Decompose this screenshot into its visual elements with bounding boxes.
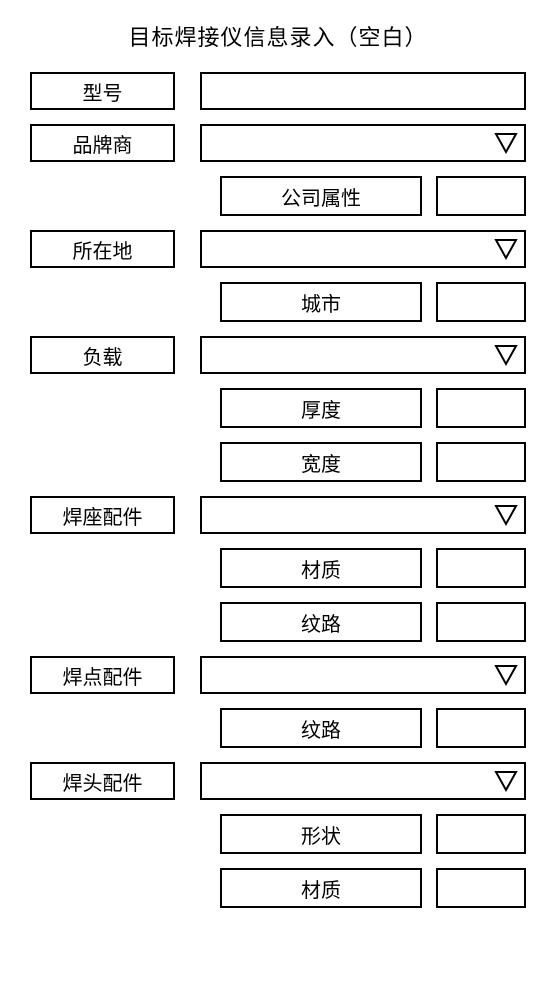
select-base[interactable] <box>200 496 526 534</box>
sub-label-thickness: 厚度 <box>220 388 422 428</box>
select-load[interactable] <box>200 336 526 374</box>
sub-input-width[interactable] <box>436 442 526 482</box>
sub-row-base-material: 材质 <box>200 548 526 588</box>
label-brand: 品牌商 <box>30 124 175 162</box>
row-load: 负载 厚度 宽度 <box>30 336 526 482</box>
sub-label-city: 城市 <box>220 282 422 322</box>
sub-label-head-material: 材质 <box>220 868 422 908</box>
sub-row-load-width: 宽度 <box>200 442 526 482</box>
select-head[interactable] <box>200 762 526 800</box>
row-model: 型号 <box>30 72 526 110</box>
label-spot: 焊点配件 <box>30 656 175 694</box>
sub-input-base-texture[interactable] <box>436 602 526 642</box>
row-base: 焊座配件 材质 纹路 <box>30 496 526 642</box>
dropdown-icon <box>494 131 518 155</box>
sub-row-head-shape: 形状 <box>200 814 526 854</box>
sub-input-head-material[interactable] <box>436 868 526 908</box>
select-spot[interactable] <box>200 656 526 694</box>
label-load: 负载 <box>30 336 175 374</box>
input-model[interactable] <box>200 72 526 110</box>
dropdown-icon <box>494 663 518 687</box>
sub-label-base-material: 材质 <box>220 548 422 588</box>
page-title: 目标焊接仪信息录入（空白） <box>30 20 526 52</box>
label-base: 焊座配件 <box>30 496 175 534</box>
dropdown-icon <box>494 769 518 793</box>
sub-input-company-type[interactable] <box>436 176 526 216</box>
sub-row-spot-texture: 纹路 <box>200 708 526 748</box>
sub-label-company-type: 公司属性 <box>220 176 422 216</box>
sub-input-base-material[interactable] <box>436 548 526 588</box>
sub-label-width: 宽度 <box>220 442 422 482</box>
label-model: 型号 <box>30 72 175 110</box>
sub-row-location-city: 城市 <box>200 282 526 322</box>
sub-row-load-thickness: 厚度 <box>200 388 526 428</box>
dropdown-icon <box>494 237 518 261</box>
select-brand[interactable] <box>200 124 526 162</box>
sub-label-head-shape: 形状 <box>220 814 422 854</box>
dropdown-icon <box>494 503 518 527</box>
sub-label-base-texture: 纹路 <box>220 602 422 642</box>
dropdown-icon <box>494 343 518 367</box>
label-head: 焊头配件 <box>30 762 175 800</box>
row-spot: 焊点配件 纹路 <box>30 656 526 748</box>
sub-row-head-material: 材质 <box>200 868 526 908</box>
sub-label-spot-texture: 纹路 <box>220 708 422 748</box>
sub-row-base-texture: 纹路 <box>200 602 526 642</box>
sub-input-city[interactable] <box>436 282 526 322</box>
sub-input-thickness[interactable] <box>436 388 526 428</box>
row-location: 所在地 城市 <box>30 230 526 322</box>
row-brand: 品牌商 公司属性 <box>30 124 526 216</box>
row-head: 焊头配件 形状 材质 <box>30 762 526 908</box>
sub-row-brand-company: 公司属性 <box>200 176 526 216</box>
sub-input-spot-texture[interactable] <box>436 708 526 748</box>
sub-input-head-shape[interactable] <box>436 814 526 854</box>
select-location[interactable] <box>200 230 526 268</box>
label-location: 所在地 <box>30 230 175 268</box>
